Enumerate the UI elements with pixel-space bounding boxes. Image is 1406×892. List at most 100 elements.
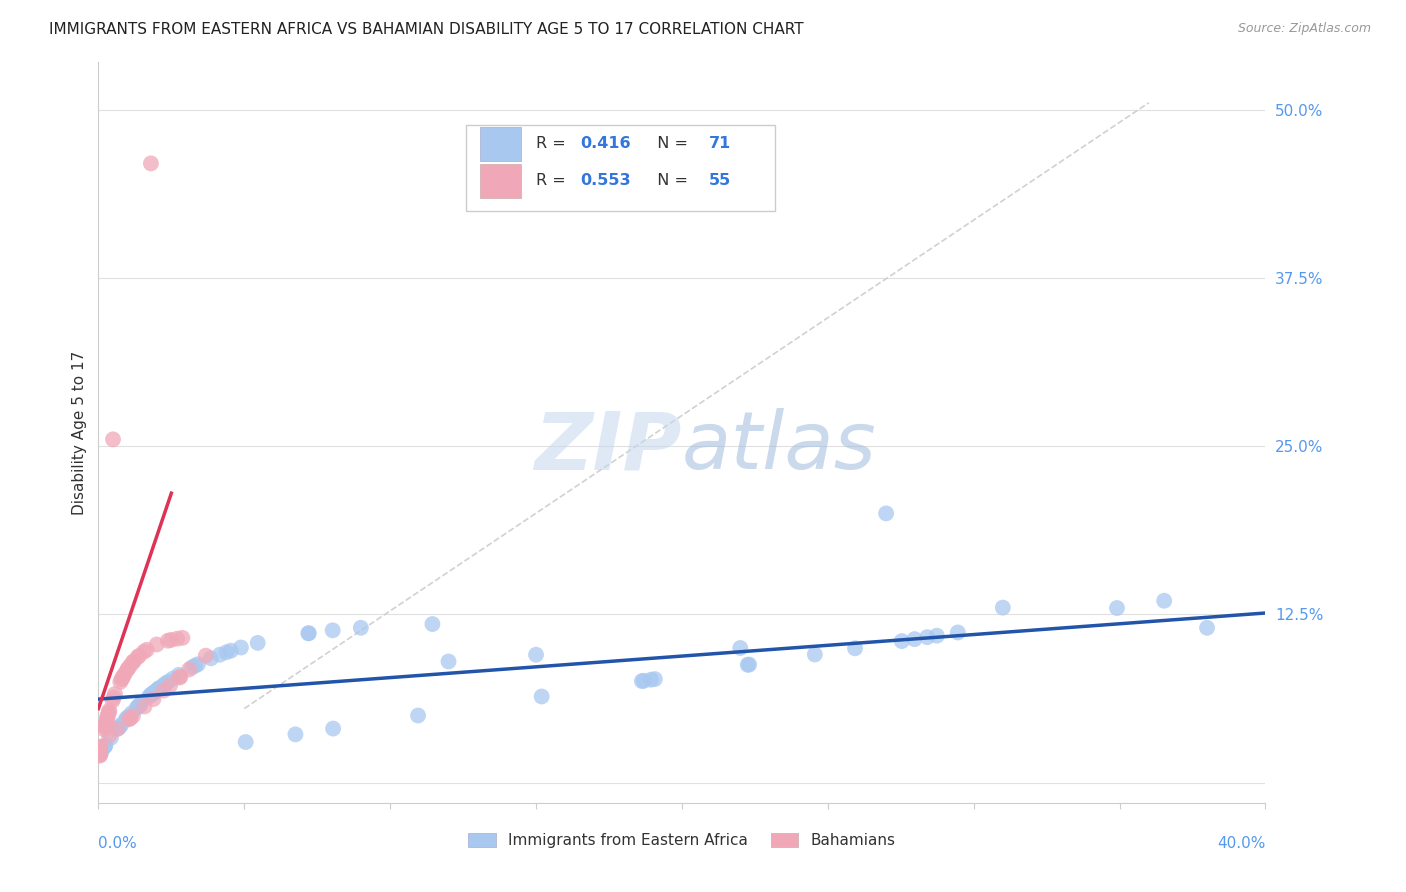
Point	[96, 710, 118, 724]
Point	[115, 712, 138, 726]
Text: N =: N =	[647, 173, 693, 188]
Point	[737, 657, 759, 672]
Point	[298, 626, 321, 640]
Point	[141, 688, 163, 702]
Point	[167, 668, 190, 682]
Point	[139, 688, 162, 702]
Point	[524, 648, 547, 662]
Point	[96, 713, 118, 727]
Point	[107, 721, 129, 735]
Point	[134, 699, 156, 714]
Point	[93, 739, 115, 754]
Point	[93, 723, 115, 737]
Point	[169, 671, 191, 685]
Point	[1195, 621, 1218, 635]
Point	[141, 687, 163, 701]
Point	[120, 706, 142, 721]
Point	[94, 739, 117, 753]
Point	[97, 709, 120, 723]
Point	[101, 433, 124, 447]
Bar	[479, 128, 520, 161]
Point	[406, 708, 429, 723]
Point	[120, 711, 142, 725]
Point	[284, 727, 307, 741]
Point	[644, 672, 666, 686]
Point	[114, 713, 136, 727]
Text: 0.0%: 0.0%	[98, 836, 138, 851]
Point	[246, 636, 269, 650]
Point	[422, 617, 444, 632]
Point	[117, 661, 139, 675]
Text: 40.0%: 40.0%	[1218, 836, 1265, 851]
Point	[114, 666, 136, 681]
Point	[89, 747, 111, 762]
Point	[235, 735, 257, 749]
Point	[121, 709, 143, 723]
Point	[111, 671, 134, 685]
Point	[633, 673, 655, 688]
Point	[125, 701, 148, 715]
Point	[127, 650, 149, 665]
Point	[172, 631, 194, 645]
Point	[1153, 593, 1175, 607]
Point	[132, 645, 155, 659]
Point	[925, 629, 948, 643]
Point	[139, 156, 162, 170]
Y-axis label: Disability Age 5 to 17: Disability Age 5 to 17	[72, 351, 87, 515]
Point	[146, 682, 169, 697]
Point	[169, 670, 191, 684]
Point	[142, 692, 165, 706]
Point	[631, 674, 654, 689]
FancyBboxPatch shape	[465, 126, 775, 211]
Text: 0.553: 0.553	[581, 173, 631, 188]
Text: atlas: atlas	[682, 409, 877, 486]
Point	[89, 747, 111, 762]
Point	[94, 720, 117, 734]
Point	[160, 632, 183, 647]
Point	[135, 643, 157, 657]
Point	[844, 641, 866, 656]
Point	[89, 744, 111, 758]
Point	[530, 690, 553, 704]
Point	[117, 662, 139, 676]
Point	[128, 698, 150, 713]
Text: Source: ZipAtlas.com: Source: ZipAtlas.com	[1237, 22, 1371, 36]
Point	[184, 658, 207, 673]
Point	[437, 655, 460, 669]
Point	[322, 624, 344, 638]
Point	[200, 651, 222, 665]
Point	[219, 643, 242, 657]
Point	[105, 723, 128, 737]
Point	[89, 740, 111, 755]
Point	[89, 739, 111, 754]
Point	[640, 673, 662, 687]
Point	[94, 739, 117, 753]
Point	[117, 710, 139, 724]
Point	[122, 655, 145, 669]
Point	[159, 678, 181, 692]
Point	[118, 712, 141, 726]
Text: R =: R =	[536, 136, 571, 152]
Legend: Immigrants from Eastern Africa, Bahamians: Immigrants from Eastern Africa, Bahamian…	[463, 827, 901, 855]
Bar	[479, 164, 520, 197]
Point	[138, 690, 160, 704]
Point	[89, 741, 111, 756]
Point	[89, 748, 111, 763]
Point	[97, 706, 120, 720]
Point	[112, 669, 135, 683]
Point	[187, 657, 209, 672]
Point	[148, 681, 170, 696]
Point	[98, 704, 121, 718]
Point	[991, 600, 1014, 615]
Point	[350, 621, 373, 635]
Point	[152, 683, 174, 698]
Point	[194, 648, 217, 663]
Point	[127, 699, 149, 714]
Point	[128, 648, 150, 663]
Point	[917, 630, 939, 644]
Point	[110, 717, 132, 731]
Point	[97, 706, 120, 721]
Point	[148, 681, 170, 696]
Point	[90, 745, 112, 759]
Text: N =: N =	[647, 136, 693, 152]
